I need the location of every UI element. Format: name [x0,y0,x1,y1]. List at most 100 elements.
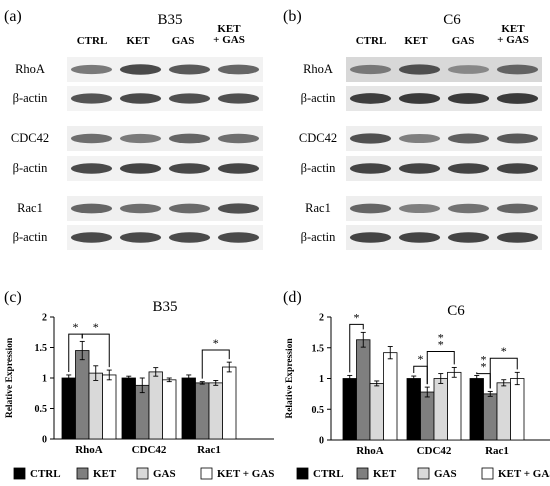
blot-band [70,93,113,104]
bar-KET + GAS-CDC42 [447,371,462,441]
blot-band [447,203,490,214]
legend-label: KET + GAS [217,468,274,480]
blot-band [119,64,162,75]
significance-marker-line: * [438,330,444,344]
legend-label: GAS [153,468,176,480]
legend-swatch-GAS [417,467,430,480]
blot-band [398,133,441,144]
bar-CTRL-RhoA [342,378,357,441]
bar-GAS-CDC42 [148,371,163,440]
blot-band [447,93,490,104]
bar-GAS-Rac1 [496,382,511,441]
blot-band [70,64,113,75]
blot-band [168,93,211,104]
legend-label: KET + GAS [498,468,550,480]
significance-bracket [426,350,455,385]
significance-bracket [201,349,230,379]
y-axis-label: Relative Expression [5,337,15,418]
blot-band [168,203,211,214]
bar-KET-Rac1 [195,382,210,440]
legend-label: KET [93,468,117,480]
blot-band [349,93,392,104]
y-tick-label: 0.5 [35,404,48,415]
bar-KET-CDC42 [420,391,435,441]
legend-label: CTRL [313,468,344,480]
significance-bracket [489,357,518,389]
blot-row-label: β-actin [13,91,49,105]
blot-band [447,65,490,74]
legend-swatch-KET + GAS [481,467,494,480]
blot-band [119,93,162,104]
legend-swatch-CTRL [13,467,26,480]
blot-band [496,93,539,104]
blot-row-label: Rac1 [305,201,331,215]
significance-marker-line: * [481,360,487,374]
blot-band [349,163,392,174]
x-category-label: RhoA [75,444,103,456]
legend-swatch-GAS [136,467,149,480]
y-tick-label: 0.5 [312,405,325,416]
y-tick-label: 2 [42,313,47,324]
blot-band [398,232,441,243]
blot-row-label: β-actin [13,161,49,175]
y-tick-label: 1.5 [312,343,325,354]
bar-KET-Rac1 [483,393,498,441]
lane-header: GAS [452,35,475,47]
blot-band [70,133,113,144]
blot-row-label: RhoA [15,62,45,76]
bar-KET + GAS-Rac1 [510,378,525,441]
blot-band [217,133,260,144]
y-tick-label: 0 [319,436,324,447]
panel-label: (d) [283,289,302,306]
blot-band [119,232,162,243]
blot-band [217,232,260,243]
blot-band [447,163,490,174]
blot-band [217,64,260,75]
bar-CTRL-RhoA [61,377,76,440]
lane-header: CTRL [77,35,108,47]
significance-marker: * [354,310,360,324]
blot-band [168,64,211,75]
blot-band [349,232,392,243]
blot-row-label: β-actin [301,230,337,244]
significance-bracket [349,323,364,373]
blot-band [398,64,441,75]
significance-marker: * [418,352,424,366]
bar-CTRL-Rac1 [469,378,484,441]
blot-band [447,232,490,243]
blot-row-label: RhoA [303,62,333,76]
significance-marker: * [213,336,219,350]
legend-swatch-KET [76,467,89,480]
blot-row-label: β-actin [13,230,49,244]
blot-band [349,133,392,144]
bar-GAS-RhoA [88,372,103,440]
x-category-label: CDC42 [132,444,167,456]
blot-row-label: CDC42 [11,131,49,145]
blot-band [496,203,539,214]
legend-label: KET [373,468,397,480]
lane-header-line: KET [501,23,525,35]
y-tick-label: 1.5 [35,343,48,354]
bar-KET + GAS-CDC42 [162,379,177,440]
significance-marker: ** [438,330,444,351]
blot-title: C6 [443,12,461,28]
significance-marker: * [93,320,99,334]
panel-label: (c) [4,289,22,306]
legend-swatch-KET [356,467,369,480]
blot-band [398,93,441,104]
blot-band [217,163,260,174]
lane-header: KET [126,35,150,47]
chart-title: B35 [152,299,177,315]
bar-GAS-RhoA [369,383,384,441]
significance-marker: ** [481,353,487,374]
blot-band [168,232,211,243]
blot-band [496,133,539,144]
y-tick-label: 0 [42,435,47,446]
significance-marker: * [73,320,79,334]
y-axis-label: Relative Expression [285,338,295,419]
lane-header: CTRL [356,35,387,47]
blot-band [496,163,539,174]
legend-swatch-CTRL [296,467,309,480]
